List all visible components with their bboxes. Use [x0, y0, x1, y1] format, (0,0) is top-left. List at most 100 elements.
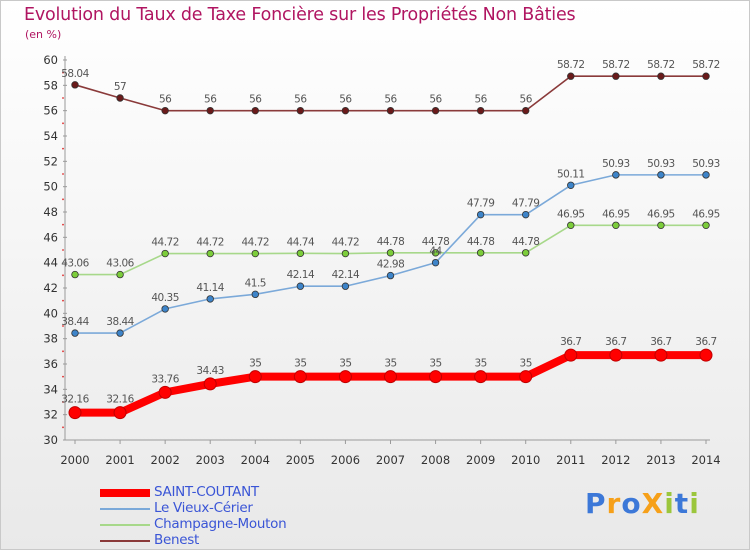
- y-minor-tick: [62, 299, 64, 302]
- data-point: [341, 106, 350, 115]
- data-point: [702, 72, 710, 80]
- x-tick-label: 2006: [331, 453, 360, 467]
- data-point: [519, 370, 533, 384]
- data-label: 56: [520, 94, 533, 106]
- data-label: 32.16: [61, 394, 89, 406]
- data-label: 35: [520, 358, 532, 370]
- data-point: [71, 329, 79, 337]
- x-tick-label: 2007: [376, 453, 405, 467]
- data-label: 41.5: [245, 277, 266, 289]
- data-label: 56: [339, 94, 352, 106]
- y-tick-label: 46: [43, 230, 58, 244]
- y-minor-tick: [62, 426, 64, 429]
- data-label: 56: [474, 94, 487, 106]
- data-label: 40.35: [151, 292, 179, 304]
- data-label: 46.95: [647, 208, 675, 220]
- data-label: 46.95: [602, 208, 630, 220]
- y-minor-tick: [62, 325, 64, 327]
- data-point: [657, 171, 665, 179]
- logo-letter: t: [674, 487, 690, 520]
- data-label: 56: [294, 94, 307, 106]
- data-label: 36.7: [695, 336, 716, 348]
- x-tick-label: 2010: [511, 453, 540, 467]
- x-tick-label: 2013: [646, 453, 675, 467]
- data-label: 44.78: [377, 236, 405, 248]
- data-label: 44.72: [332, 237, 360, 249]
- data-point: [657, 72, 665, 80]
- data-label: 56: [384, 94, 397, 106]
- y-minor-tick: [62, 249, 64, 251]
- y-tick-label: 42: [43, 281, 58, 295]
- data-label: 42.14: [287, 269, 315, 281]
- data-label: 44.78: [512, 236, 540, 248]
- data-point: [158, 385, 172, 399]
- data-label: 58.72: [602, 59, 630, 71]
- logo-letter: X: [641, 487, 665, 520]
- data-label: 42.98: [377, 259, 405, 271]
- data-label: 41.14: [196, 282, 224, 294]
- data-label: 44.72: [151, 237, 179, 249]
- data-point: [702, 171, 710, 179]
- data-label: 56: [159, 94, 172, 106]
- data-point: [116, 94, 124, 102]
- data-point: [203, 377, 217, 391]
- y-minor-tick: [62, 401, 64, 403]
- legend-swatch: [100, 489, 150, 497]
- data-point: [341, 249, 350, 258]
- data-label: 50.93: [692, 158, 720, 170]
- x-tick-label: 2014: [691, 453, 720, 467]
- data-label: 46.95: [692, 208, 720, 220]
- series-2: 43.06 43.06 44.72 44.72 44.72 44.74 44.72 44.78…: [61, 208, 720, 279]
- data-point: [654, 348, 668, 362]
- data-label: 36.7: [560, 336, 581, 348]
- data-point: [116, 329, 124, 337]
- x-tick-label: 2009: [466, 453, 495, 467]
- data-point: [476, 106, 485, 115]
- data-point: [251, 106, 259, 115]
- y-tick-label: 36: [43, 357, 58, 371]
- data-point: [113, 406, 127, 420]
- data-point: [116, 270, 124, 279]
- data-label: 47.79: [512, 198, 540, 210]
- y-minor-tick: [62, 223, 64, 226]
- data-point: [251, 290, 259, 299]
- series-3: 58.04 57 56 56 56 56 56 56 56 56 56 58.72 58.72 58.72…: [61, 59, 720, 115]
- data-label: 34.43: [196, 365, 224, 377]
- data-point: [612, 72, 620, 80]
- y-tick-label: 60: [43, 53, 58, 67]
- data-point: [296, 249, 305, 257]
- data-point: [431, 249, 440, 257]
- data-label: 57: [114, 81, 126, 93]
- data-label: 36.7: [650, 336, 671, 348]
- data-label: 33.76: [151, 373, 179, 385]
- data-point: [251, 249, 259, 258]
- data-point: [476, 249, 485, 257]
- data-label: 50.93: [602, 158, 630, 170]
- data-point: [564, 348, 578, 362]
- data-point: [567, 221, 575, 229]
- x-tick-label: 2011: [556, 453, 585, 467]
- y-tick-label: 56: [43, 104, 58, 118]
- data-point: [567, 181, 575, 189]
- data-point: [702, 221, 710, 229]
- data-label: 42.14: [332, 269, 360, 281]
- x-tick-label: 2003: [196, 453, 225, 467]
- y-tick-label: 44: [43, 256, 58, 270]
- data-label: 35: [429, 358, 441, 370]
- data-label: 56: [429, 94, 442, 106]
- data-label: 35: [384, 358, 396, 370]
- y-tick-label: 54: [43, 129, 58, 143]
- data-point: [296, 282, 305, 290]
- logo-letter: i: [689, 487, 700, 520]
- logo-letter: i: [664, 487, 675, 520]
- logo-letter: r: [606, 487, 622, 520]
- data-point: [522, 249, 530, 257]
- y-tick-label: 52: [43, 154, 58, 168]
- data-label: 47.79: [467, 198, 495, 210]
- y-tick-label: 34: [43, 382, 58, 396]
- data-label: 50.11: [557, 168, 585, 180]
- data-point: [612, 171, 620, 179]
- data-label: 56: [249, 94, 262, 106]
